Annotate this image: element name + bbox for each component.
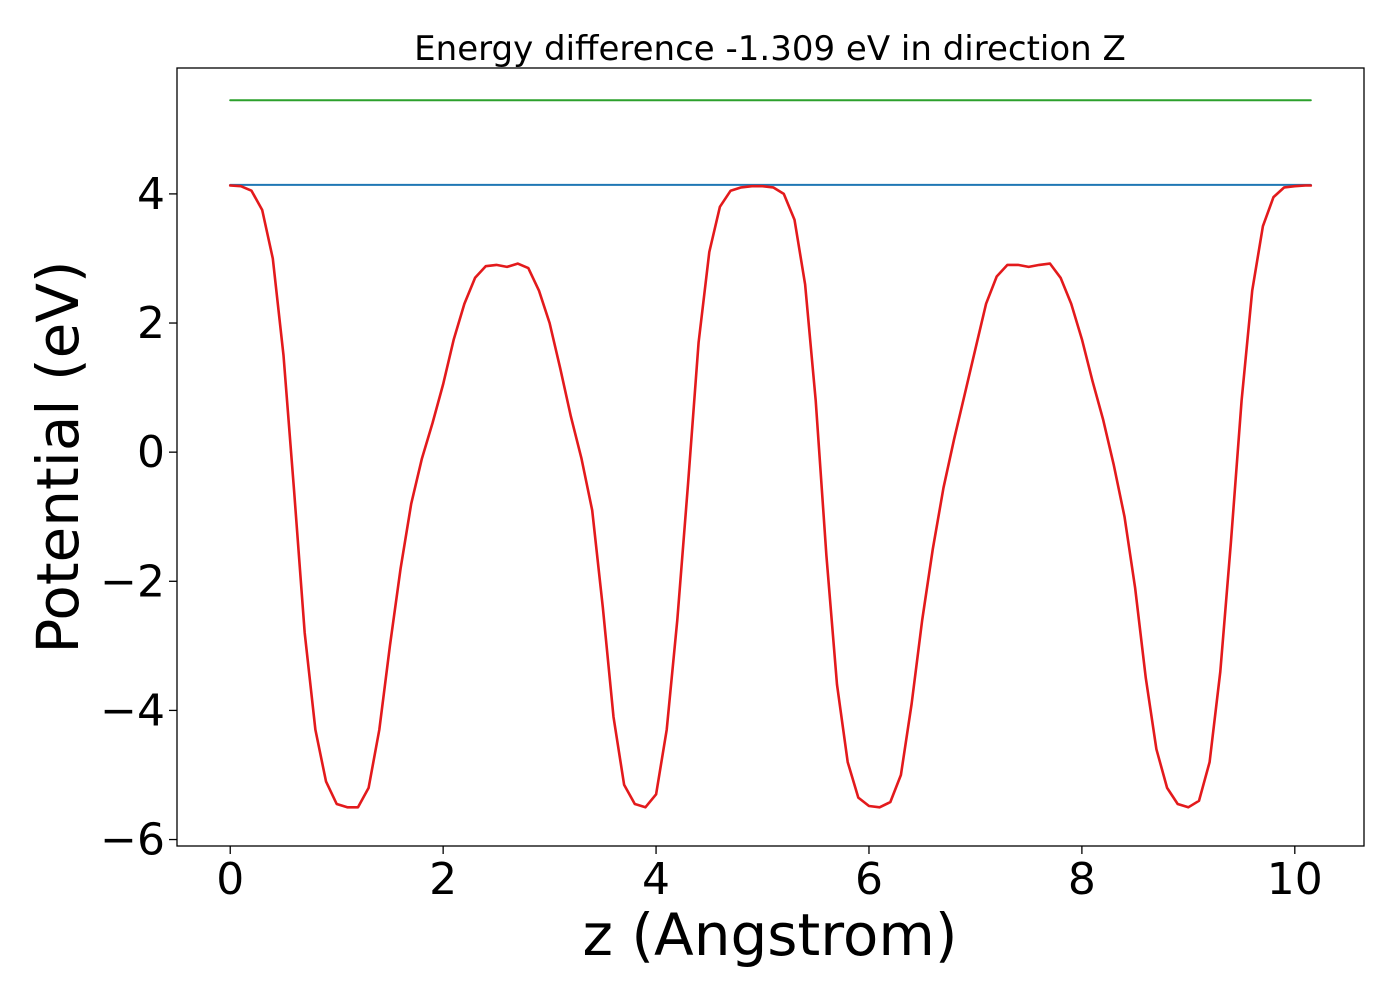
series-layer <box>228 99 1313 809</box>
x-tick-label: 10 <box>1267 854 1323 905</box>
y-axis-ticks: 4 2 0 −2 −4 −6 <box>100 169 177 866</box>
y-tick-label: 2 <box>137 298 165 349</box>
y-tick-label: 0 <box>137 427 165 478</box>
x-tick-label: 8 <box>1068 854 1096 905</box>
x-tick-label: 0 <box>216 854 244 905</box>
chart-title: Energy difference -1.309 eV in direction… <box>414 29 1126 69</box>
x-axis-ticks: 0 2 4 6 8 10 <box>216 846 1323 905</box>
series-line-3 <box>228 184 1313 809</box>
y-tick-label: −2 <box>100 556 165 607</box>
x-tick-label: 2 <box>429 854 457 905</box>
y-axis-label: Potential (eV) <box>24 260 92 653</box>
plot-frame <box>176 67 1365 847</box>
y-tick-label: −6 <box>100 815 165 866</box>
y-tick-label: −4 <box>100 685 165 736</box>
y-tick-label: 4 <box>137 169 165 220</box>
x-tick-label: 4 <box>642 854 670 905</box>
x-axis-label: z (Angstrom) <box>583 901 958 969</box>
x-tick-label: 6 <box>855 854 883 905</box>
